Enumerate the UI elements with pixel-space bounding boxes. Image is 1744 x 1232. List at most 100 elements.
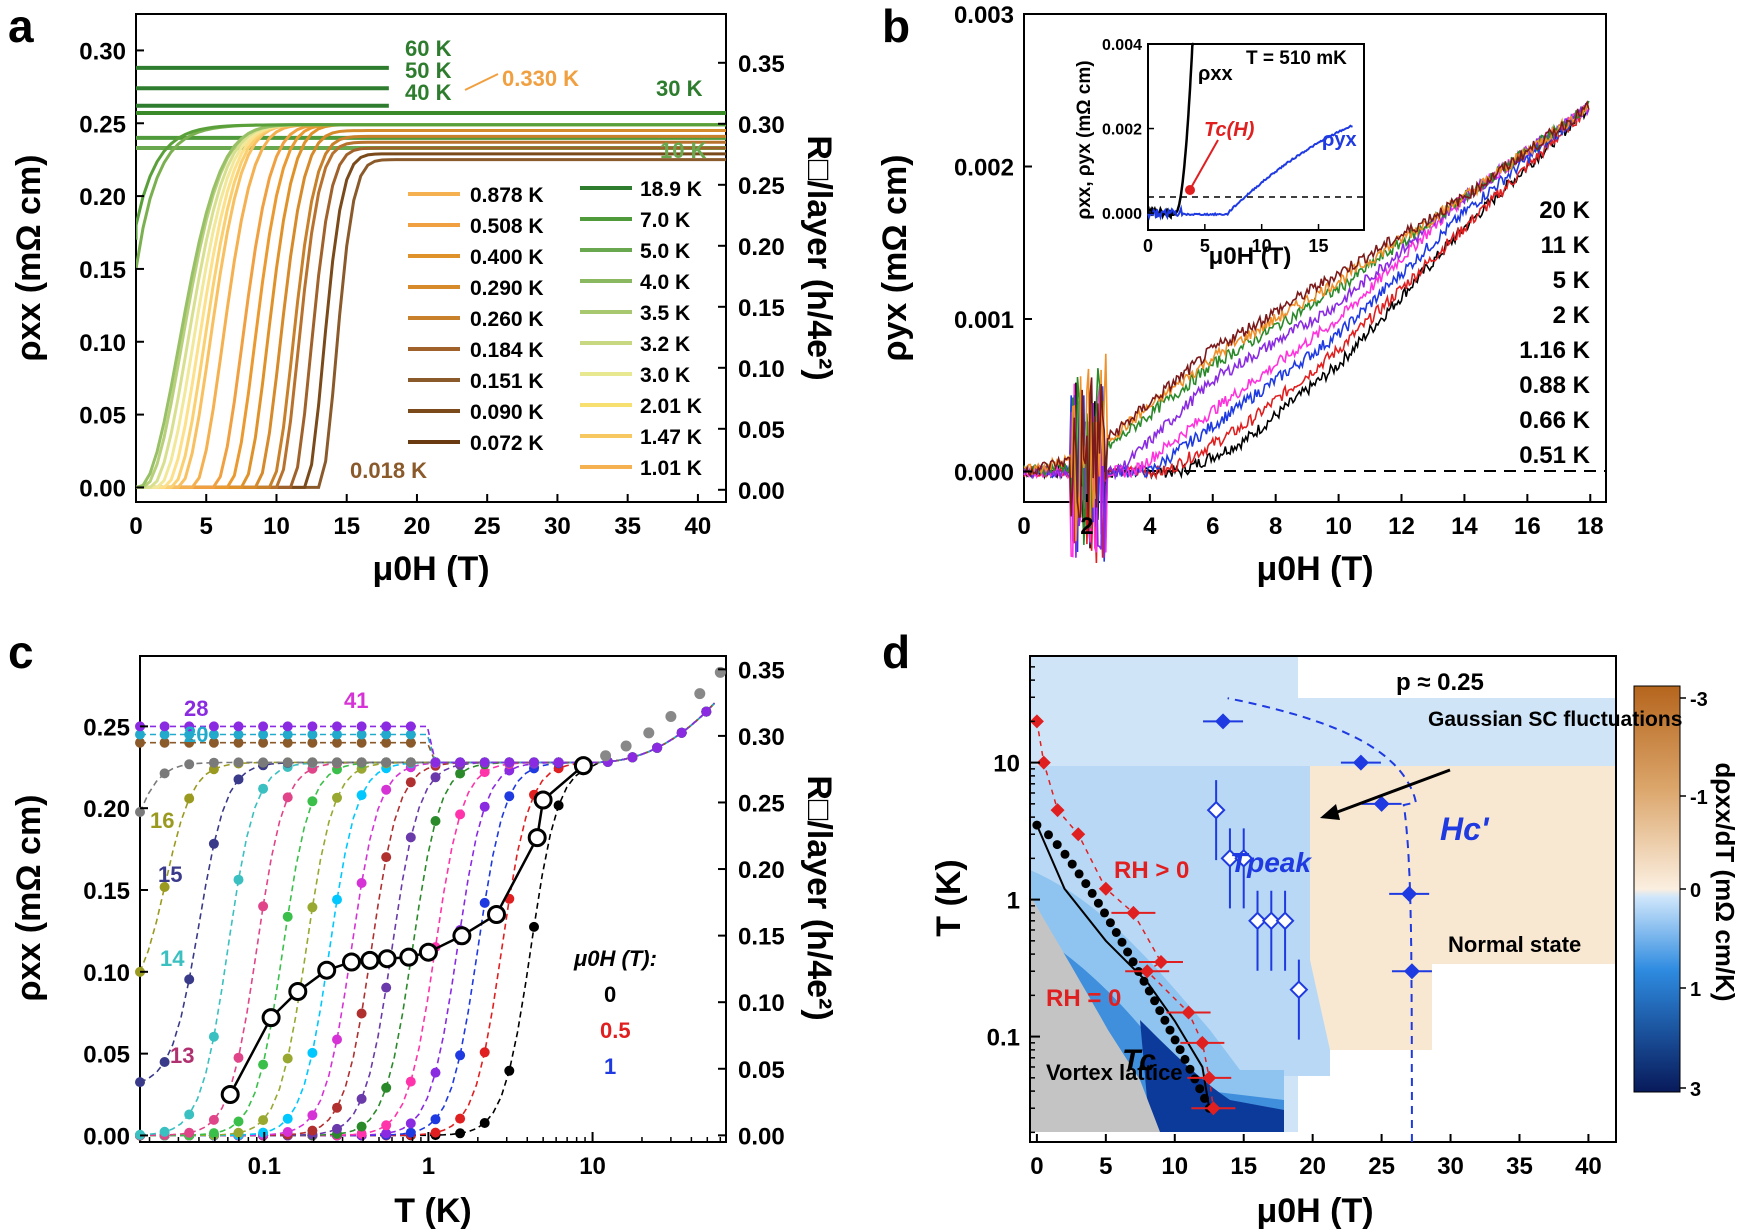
c-xtick-label: 0.1 [248, 1153, 281, 1180]
c-point [233, 1052, 244, 1063]
a-legend-right-label: 3.2 K [640, 333, 690, 356]
c-13T-open-circle [288, 982, 308, 1001]
c-point [159, 737, 170, 748]
b-xtick-label: 16 [1514, 513, 1541, 540]
c-point [381, 1082, 392, 1093]
c-13T-open-circle [573, 756, 593, 776]
d-rh-line [1036, 721, 1215, 1109]
c-point [356, 878, 367, 888]
d-xtick-label: 40 [1575, 1153, 1602, 1180]
d-hc-point [1215, 713, 1232, 730]
d-tc-point [1139, 976, 1149, 986]
c-point [208, 721, 219, 732]
b-xtick-label: 6 [1206, 513, 1219, 540]
c-dashed-curve [140, 702, 716, 764]
c-point [356, 721, 367, 732]
c-point [627, 752, 638, 763]
panel-d-y-ticks: 0.1 1 10 [987, 666, 1040, 1134]
c-point [135, 1077, 145, 1088]
a-transition-curve [136, 123, 726, 489]
c-point [356, 757, 367, 768]
panel-d-curves [1029, 697, 1432, 1142]
c-point [258, 757, 269, 768]
c-point [430, 1067, 441, 1078]
inset-xtick-label: 10 [1252, 236, 1272, 256]
d-hc-point [1373, 795, 1390, 812]
d-tc-point [1032, 820, 1042, 830]
inset-ytick-label: 0.002 [1102, 122, 1142, 139]
d-xtick-label: 15 [1230, 1153, 1257, 1180]
c-point [405, 757, 416, 768]
annot-60K: 60 K [405, 36, 452, 61]
a-transition-curve [136, 123, 726, 489]
legend-c-entry-05: 0.5 [600, 1018, 631, 1043]
c-point [381, 737, 392, 748]
c-point [233, 774, 244, 785]
colorbar [1633, 685, 1681, 1093]
a-xtick-label: 15 [333, 513, 360, 540]
b-ytick-label: 0.001 [954, 307, 1014, 334]
c-point [233, 737, 244, 748]
c-13T-open-circle [533, 790, 553, 810]
c-point [479, 757, 490, 768]
c-point [356, 1128, 367, 1139]
c-point [208, 737, 219, 748]
panel-letter-b: b [882, 0, 910, 52]
d-tc-point [1165, 1025, 1175, 1035]
heatmap-vortex-gray [1030, 895, 1160, 1132]
d-tpeak-point [1248, 911, 1267, 931]
c-point [479, 1047, 490, 1058]
annot-gaussian-1: Gaussian SC fluctuations [1428, 708, 1682, 731]
a-ytick-label: 0.05 [79, 403, 126, 430]
c-point [233, 757, 244, 768]
b-ytick-label: 0.000 [954, 460, 1014, 487]
a-transition-curve [136, 123, 726, 489]
a-xtick-label: 20 [404, 513, 431, 540]
colorbar-ticks: -3 -1 0 1 3 [1680, 689, 1708, 1101]
panel-a-x-ticks: 0 5 10 15 20 25 30 35 40 [129, 494, 711, 540]
a-legend-right-label: 4.0 K [640, 271, 690, 294]
b-legend-label: 0.51 K [1519, 442, 1590, 469]
a-legend-left-label: 0.072 K [470, 432, 544, 455]
d-tc-point [1105, 918, 1115, 928]
c-xtick-label: 1 [422, 1153, 435, 1180]
c-point [479, 767, 490, 778]
c-point [282, 737, 293, 748]
c-point [208, 1031, 219, 1042]
field-label-13: 13 [170, 1043, 194, 1068]
a-xtick-label: 40 [685, 513, 712, 540]
inset-temperature-label: T = 510 mK [1246, 48, 1347, 69]
c-point [307, 1047, 318, 1058]
c-ytick-label: 0.10 [83, 960, 130, 987]
c-point [381, 852, 392, 863]
c-point [405, 832, 416, 843]
c-13T-open-circle [342, 952, 361, 972]
panel-a-y2label: R□/layer (h/4e²) [800, 135, 838, 380]
d-tpeak-point [1206, 800, 1226, 820]
panel-b-frame [1023, 13, 1607, 503]
d-tc-point [1144, 986, 1154, 996]
panel-b-ylabel: ρyx (mΩ cm) [876, 154, 914, 361]
c-point [233, 729, 244, 740]
c-13T-open-circle [377, 949, 397, 969]
c-point [356, 790, 367, 801]
d-tc-point [1100, 908, 1109, 918]
c-ytick-label: 0.15 [83, 878, 130, 905]
inset-xtick-label: 0 [1143, 236, 1153, 256]
colorbar-tick-label: 3 [1690, 1079, 1701, 1101]
c-y2tick-label: 0.35 [738, 657, 785, 684]
annot-tc: Tc [1122, 1044, 1156, 1077]
c-point [282, 792, 293, 803]
c-point [258, 1059, 269, 1070]
c-point [184, 759, 195, 770]
a-transition-curve [136, 123, 726, 489]
colorbar-tick-label: 1 [1690, 979, 1701, 1001]
c-point [381, 784, 392, 795]
a-xtick-label: 35 [614, 513, 641, 540]
d-tpeak-point [1275, 911, 1295, 931]
b-ytick-label: 0.002 [954, 155, 1014, 182]
heatmap-blue-deep3 [1140, 1020, 1284, 1132]
c-highT-point [694, 688, 706, 700]
b-legend-label: 0.66 K [1519, 407, 1590, 434]
a-transition-curve [136, 123, 726, 240]
